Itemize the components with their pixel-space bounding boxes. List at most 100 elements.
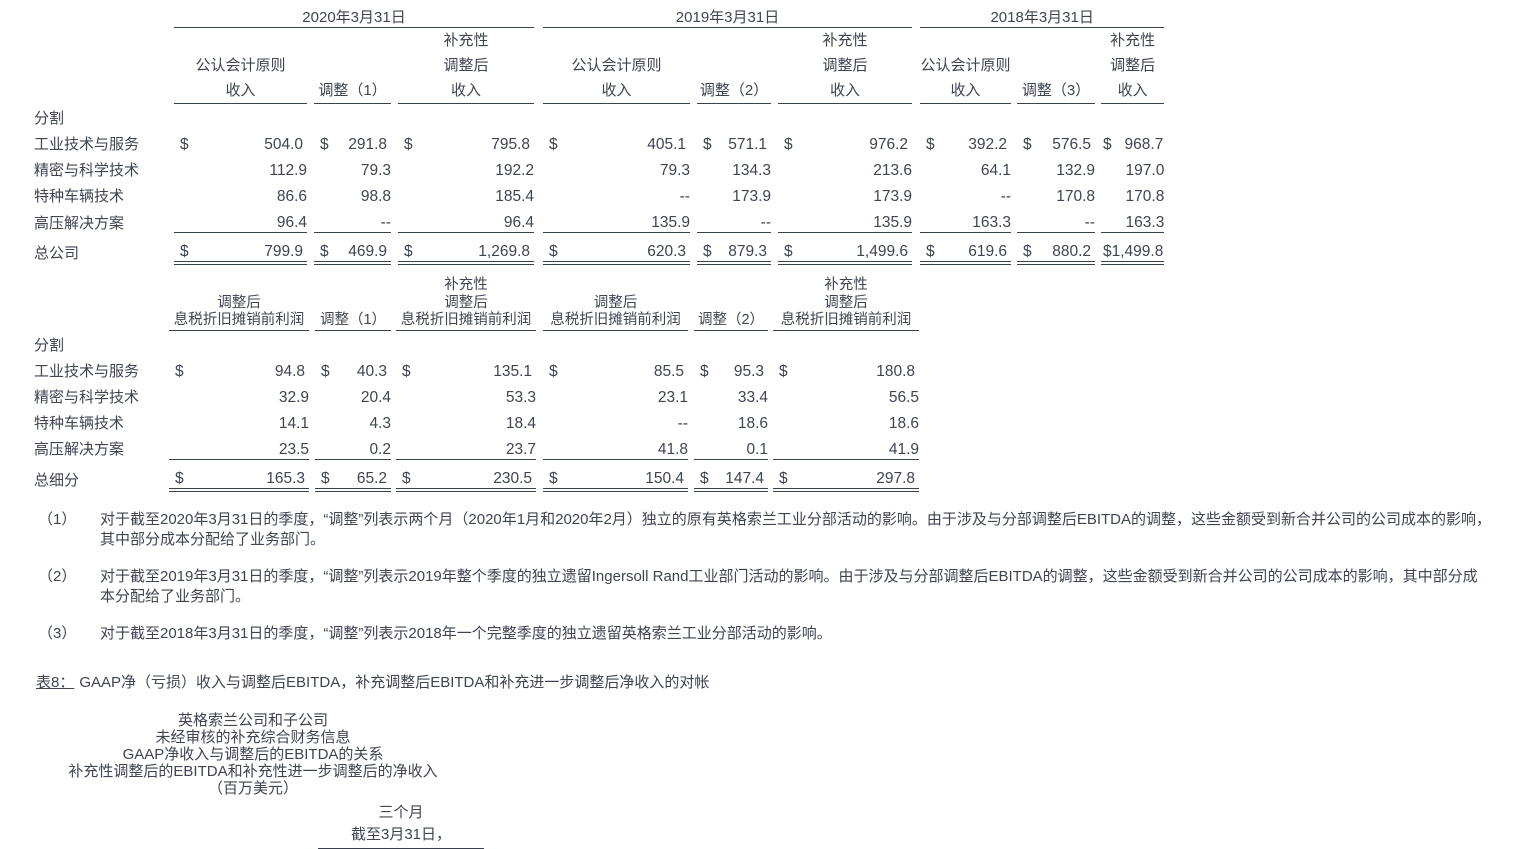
company-name: 英格索兰公司和子公司: [177, 711, 328, 729]
cell-value: 18.4: [505, 414, 536, 432]
column-header-adjustment-2: 调整（2）: [694, 277, 768, 331]
date-header-2019: 2019年3月31日: [543, 6, 912, 28]
cell-value: 170.8: [1056, 188, 1095, 205]
footnotes: （1） 对于截至2020年3月31日的季度，“调整”列表示两个月（2020年1月…: [34, 510, 1527, 644]
cell-value: 41.9: [888, 440, 919, 458]
cell-value: 163.3: [1125, 214, 1165, 231]
row-label: 工业技术与服务: [34, 136, 140, 153]
cell-value: 32.9: [278, 388, 309, 406]
cell-value: 33.4: [737, 388, 768, 406]
company-subtitle: 未经审核的补充综合财务信息: [155, 728, 351, 746]
cell-value: 56.5: [888, 388, 919, 406]
footnote-1: （1） 对于截至2020年3月31日的季度，“调整”列表示两个月（2020年1月…: [34, 510, 1527, 550]
total-value: $879.3: [697, 232, 771, 265]
row-label: 精密与科学技术: [34, 162, 140, 179]
section-row: 分割: [34, 104, 1164, 129]
cell-value: 23.7: [505, 440, 536, 458]
table8-label: 表8：: [36, 673, 75, 691]
total-value: $1,499.8: [1101, 232, 1165, 265]
cell-value: 14.1: [278, 414, 309, 432]
total-label: 总公司: [34, 245, 80, 262]
cell-value: 163.3: [972, 214, 1011, 231]
cell-value: 18.6: [888, 414, 919, 432]
cell-value: 96.4: [503, 214, 534, 231]
column-header-adjusted-ebitda: 调整后 息税折旧摊销前利润: [543, 277, 688, 331]
cell-value: 173.9: [732, 188, 771, 205]
cell-value: $795.8: [404, 136, 530, 153]
cell-value: --: [679, 188, 690, 205]
column-header-row: 调整后 息税折旧摊销前利润 调整（1） 补充性 调整后 息税折旧摊销前利润 调整后 息税…: [34, 277, 919, 331]
column-header-supplemental-adjusted-ebitda: 补充性 调整后 息税折旧摊销前利润: [396, 277, 536, 331]
cell-value: $968.7: [1103, 136, 1164, 153]
revenue-table: 2020年3月31日 2019年3月31日 2018年3月31日 公认会计原则收…: [34, 6, 1165, 265]
cell-value: 197.0: [1125, 162, 1165, 179]
company-subtitle: GAAP净收入与调整后的EBITDA的关系: [122, 745, 384, 763]
cell-value: 173.9: [873, 188, 912, 205]
footnote-2: （2） 对于截至2019年3月31日的季度，“调整”列表示2019年整个季度的独…: [34, 567, 1527, 607]
total-value: $620.3: [543, 232, 690, 265]
cell-value: 170.8: [1125, 188, 1165, 205]
column-header-gaap-revenue: 公认会计原则 收入: [920, 27, 1011, 104]
ebitda-table: 调整后 息税折旧摊销前利润 调整（1） 补充性 调整后 息税折旧摊销前利润 调整后 息税…: [34, 277, 919, 492]
row-label: 特种车辆技术: [34, 414, 125, 432]
footnote-marker: （2）: [38, 567, 77, 585]
column-header-row: 公认会计原则 收入 调整（1） 补充性 调整后 收入 公认会计原则 收入 调整（2） 补…: [34, 27, 1165, 104]
total-value: $619.6: [920, 232, 1011, 265]
total-value: $147.4: [694, 458, 768, 492]
units-label: （百万美元）: [207, 779, 298, 797]
cell-value: --: [1000, 188, 1011, 205]
date-header-2018: 2018年3月31日: [920, 6, 1165, 28]
cell-value: --: [380, 214, 391, 231]
cell-value: 64.1: [980, 162, 1011, 179]
table-row: 工业技术与服务 $94.8 $40.3 $135.1 $85.5 $95.3 $…: [34, 355, 919, 381]
cell-value: 86.6: [276, 188, 307, 205]
total-value: $1,269.8: [398, 232, 534, 265]
table-total-row: 总公司 $799.9 $469.9 $1,269.8 $620.3 $879.3…: [34, 232, 1165, 265]
total-value: $165.3: [169, 458, 309, 492]
column-header-adjustment-1: 调整（1）: [314, 27, 391, 104]
cell-value: 0.1: [746, 440, 768, 458]
cell-value: $504.0: [180, 136, 303, 153]
total-value: $230.5: [396, 458, 536, 492]
row-label: 高压解决方案: [34, 214, 125, 232]
cell-value: --: [1084, 214, 1095, 231]
cell-value: 213.6: [873, 162, 912, 179]
total-value: $150.4: [543, 458, 688, 492]
cell-value: $571.1: [703, 136, 767, 153]
table-row: 精密与科学技术 112.9 79.3 192.2 79.3 134.3 213.…: [34, 154, 1164, 180]
cell-value: $392.2: [926, 136, 1007, 153]
footnote-marker: （3）: [38, 624, 77, 642]
column-header-gaap-revenue: 公认会计原则 收入: [543, 27, 690, 104]
row-label: 高压解决方案: [34, 441, 125, 458]
table8-text: GAAP净（亏损）收入与调整后EBITDA，补充调整后EBITDA和补充进一步调…: [79, 673, 710, 691]
cell-value: $291.8: [320, 136, 387, 153]
cell-value: $405.1: [549, 136, 686, 153]
cell-value: 23.5: [278, 440, 309, 458]
column-header-adjusted-ebitda: 调整后 息税折旧摊销前利润: [169, 277, 309, 331]
cell-value: 185.4: [495, 188, 534, 205]
column-header-supplemental-revenue: 补充性 调整后 收入: [1101, 27, 1165, 104]
column-header-supplemental-revenue: 补充性 调整后 收入: [778, 27, 912, 104]
section-row: 分割: [34, 330, 919, 355]
table-row: 精密与科学技术 32.9 20.4 53.3 23.1 33.4 56.5: [34, 381, 919, 407]
table-total-row: 总细分 $165.3 $65.2 $230.5 $150.4 $147.4 $2…: [34, 458, 919, 492]
period-header: 三个月 截至3月31日，: [318, 802, 484, 849]
cell-value: $976.2: [784, 136, 908, 153]
row-label: 精密与科学技术: [34, 388, 140, 406]
cell-value: 20.4: [360, 388, 391, 406]
table-row: 特种车辆技术 86.6 98.8 185.4 -- 173.9 173.9 --…: [34, 180, 1164, 206]
cell-value: 135.9: [651, 214, 690, 231]
section-label: 分割: [34, 110, 65, 127]
cell-value: 112.9: [269, 162, 307, 179]
footnote-text: 对于截至2018年3月31日的季度，“调整”列表示2018年一个完整季度的独立遗…: [100, 624, 832, 642]
cell-value: --: [760, 214, 771, 231]
total-value: $469.9: [314, 232, 391, 265]
cell-value: $94.8: [175, 362, 305, 380]
column-header-adjustment-2: 调整（2）: [697, 27, 771, 104]
row-label: 特种车辆技术: [34, 188, 125, 205]
company-subtitle: 补充性调整后的EBITDA和补充性进一步调整后的净收入: [68, 762, 438, 780]
cell-value: 96.4: [276, 214, 307, 231]
cell-value: 132.9: [1056, 162, 1095, 179]
cell-value: 4.3: [369, 414, 391, 432]
